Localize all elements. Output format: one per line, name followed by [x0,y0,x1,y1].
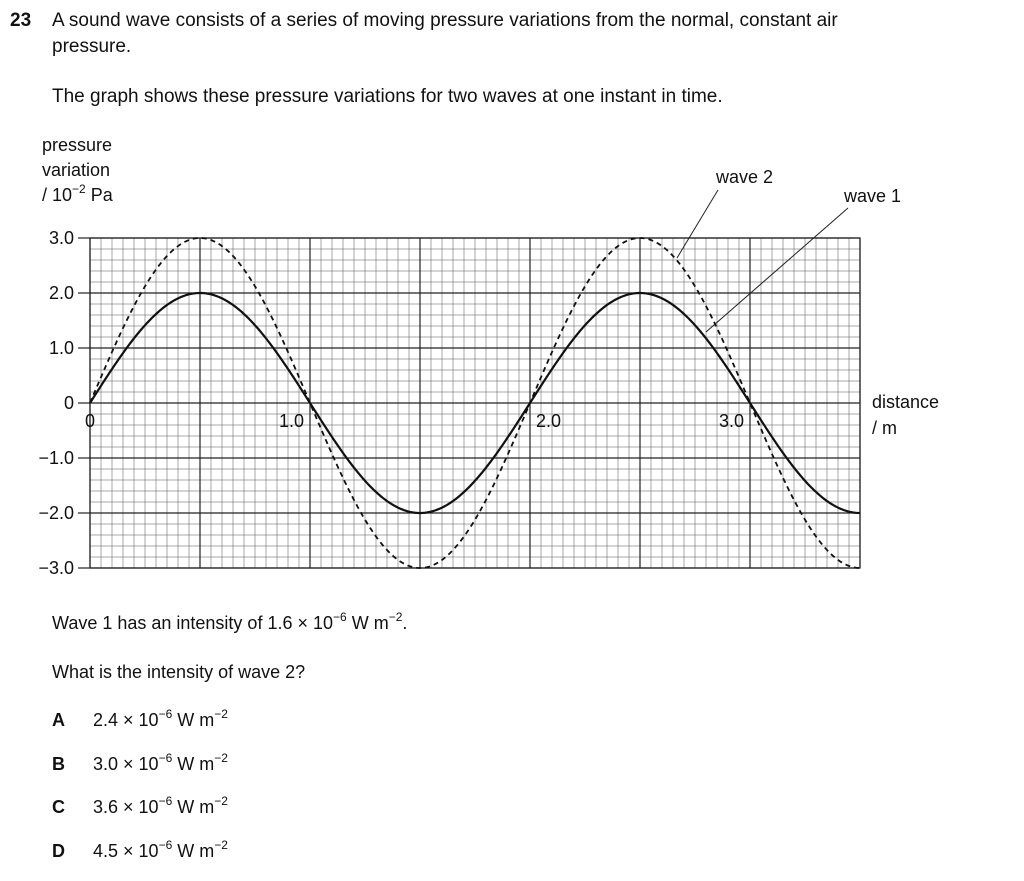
question-number: 23 [10,10,32,31]
x-tick-label: 1.0 [279,411,304,431]
question-text-line-2: pressure. [52,36,132,57]
option-a-text[interactable]: 2.4 × 10−6 W m−2 [93,707,228,730]
question-text-line-3: The graph shows these pressure variation… [52,86,723,107]
option-d-text[interactable]: 4.5 × 10−6 W m−2 [93,838,228,861]
y-tick-label: 0 [64,393,74,413]
option-c-text[interactable]: 3.6 × 10−6 W m−2 [93,794,228,817]
y-axis-label-line-2: variation [42,160,111,180]
wave-2-label: wave 2 [715,167,773,187]
intensity-statement: Wave 1 has an intensity of 1.6 × 10−6 W … [52,610,408,633]
y-tick-label: 1.0 [49,338,74,358]
wave-1-pointer-line [705,207,849,333]
wave-1-label: wave 1 [843,186,901,206]
y-axis-label-line-3: / 10−2 Pa [42,182,113,205]
y-tick-label: −2.0 [38,503,74,523]
question-prompt: What is the intensity of wave 2? [52,662,306,682]
y-tick-label: −3.0 [38,558,74,578]
y-tick-label: −1.0 [38,448,74,468]
y-tick-label: 2.0 [49,283,74,303]
x-tick-label: 0 [85,411,95,431]
option-a-letter[interactable]: A [52,710,65,730]
wave-graph: 3.0 2.0 1.0 0 −1.0 −2.0 −3.0 0 1.0 2.0 3.0 wave 2… [38,167,939,578]
x-axis-label-line-1: distance [872,392,939,412]
option-c-letter[interactable]: C [52,797,65,817]
y-axis-label-line-1: pressure [42,135,113,155]
question-text-line-1: A sound wave consists of a series of mov… [52,10,838,31]
x-tick-label: 2.0 [536,411,561,431]
option-d-letter[interactable]: D [52,841,65,861]
wave-1-curve [89,291,861,515]
option-b-letter[interactable]: B [52,754,65,774]
x-axis-label-line-2: / m [872,418,897,438]
y-tick-label: 3.0 [49,228,74,248]
x-tick-label: 3.0 [719,411,744,431]
wave-2-pointer-line [676,189,719,259]
option-b-text[interactable]: 3.0 × 10−6 W m−2 [93,751,228,774]
